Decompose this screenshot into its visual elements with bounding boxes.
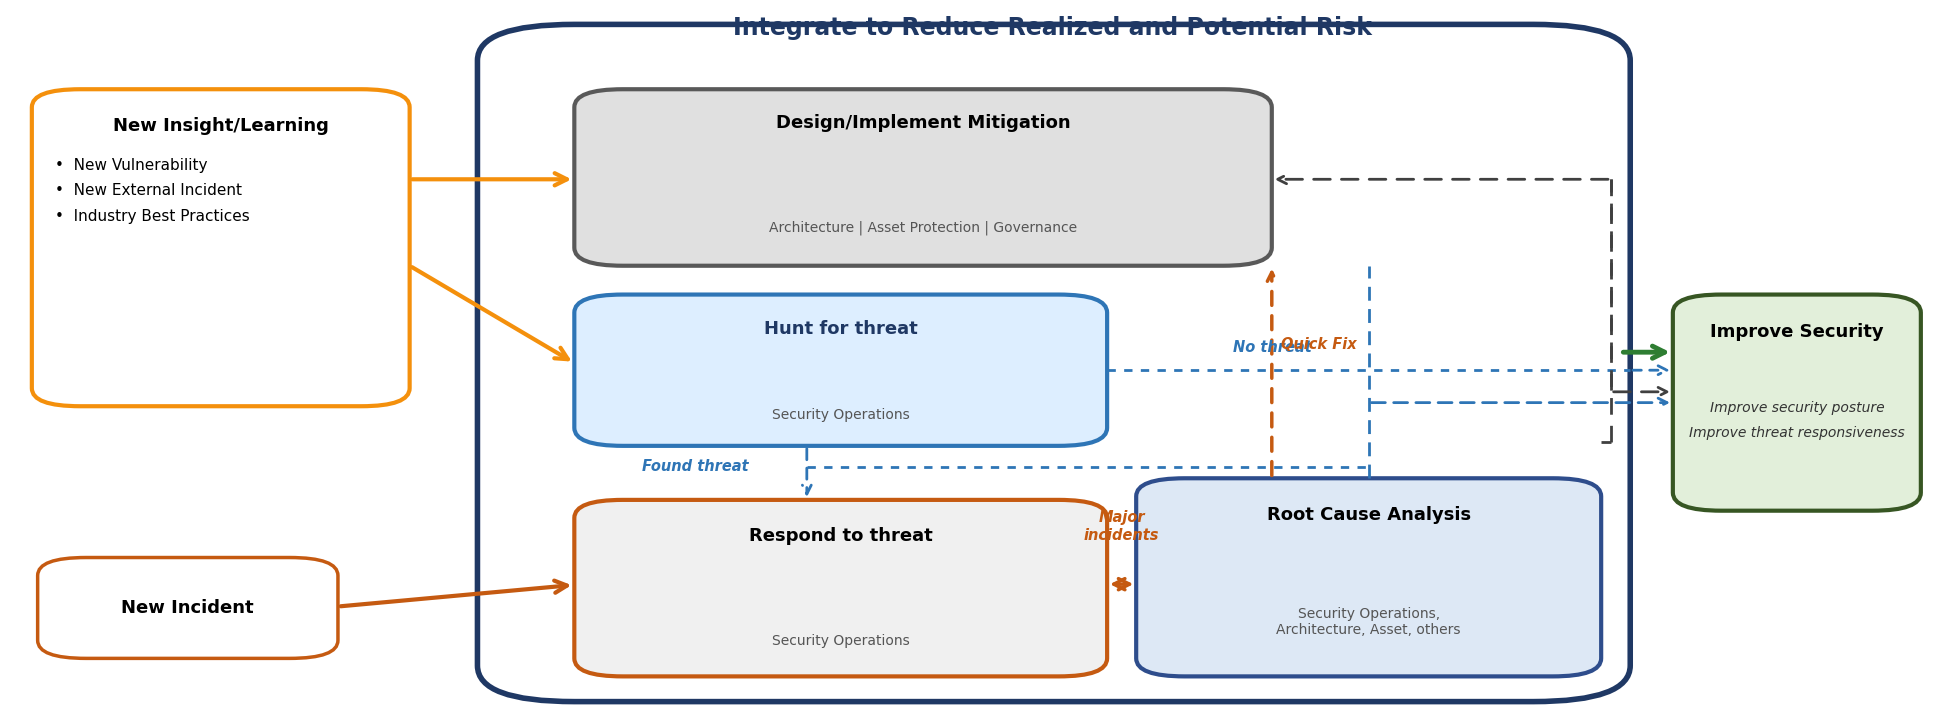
Text: No threat: No threat <box>1234 340 1312 355</box>
Text: Major
incidents: Major incidents <box>1084 510 1160 542</box>
Text: New Incident: New Incident <box>122 599 255 617</box>
Text: Architecture | Asset Protection | Governance: Architecture | Asset Protection | Govern… <box>769 221 1076 235</box>
FancyBboxPatch shape <box>31 89 410 407</box>
FancyBboxPatch shape <box>575 295 1108 446</box>
Text: Respond to threat: Respond to threat <box>748 527 933 545</box>
Text: Found threat: Found threat <box>641 459 748 474</box>
FancyBboxPatch shape <box>575 89 1273 266</box>
Text: •  New Vulnerability
•  New External Incident
•  Industry Best Practices: • New Vulnerability • New External Incid… <box>54 158 251 224</box>
FancyBboxPatch shape <box>1137 478 1601 677</box>
Text: Improve Security: Improve Security <box>1710 323 1883 341</box>
Text: Security Operations: Security Operations <box>771 634 909 648</box>
Text: Design/Implement Mitigation: Design/Implement Mitigation <box>775 115 1071 132</box>
Text: Hunt for threat: Hunt for threat <box>764 319 917 338</box>
Text: Security Operations: Security Operations <box>771 408 909 422</box>
FancyBboxPatch shape <box>37 558 338 658</box>
FancyBboxPatch shape <box>1673 295 1922 510</box>
FancyBboxPatch shape <box>478 25 1630 701</box>
Text: Security Operations,
Architecture, Asset, others: Security Operations, Architecture, Asset… <box>1277 606 1461 637</box>
Text: Improve security posture
Improve threat responsiveness: Improve security posture Improve threat … <box>1688 401 1904 440</box>
Text: Quick Fix: Quick Fix <box>1282 337 1356 351</box>
Text: Root Cause Analysis: Root Cause Analysis <box>1267 505 1471 523</box>
FancyBboxPatch shape <box>575 500 1108 677</box>
Text: Integrate to Reduce Realized and Potential Risk: Integrate to Reduce Realized and Potenti… <box>733 16 1372 40</box>
Text: New Insight/Learning: New Insight/Learning <box>113 117 328 134</box>
